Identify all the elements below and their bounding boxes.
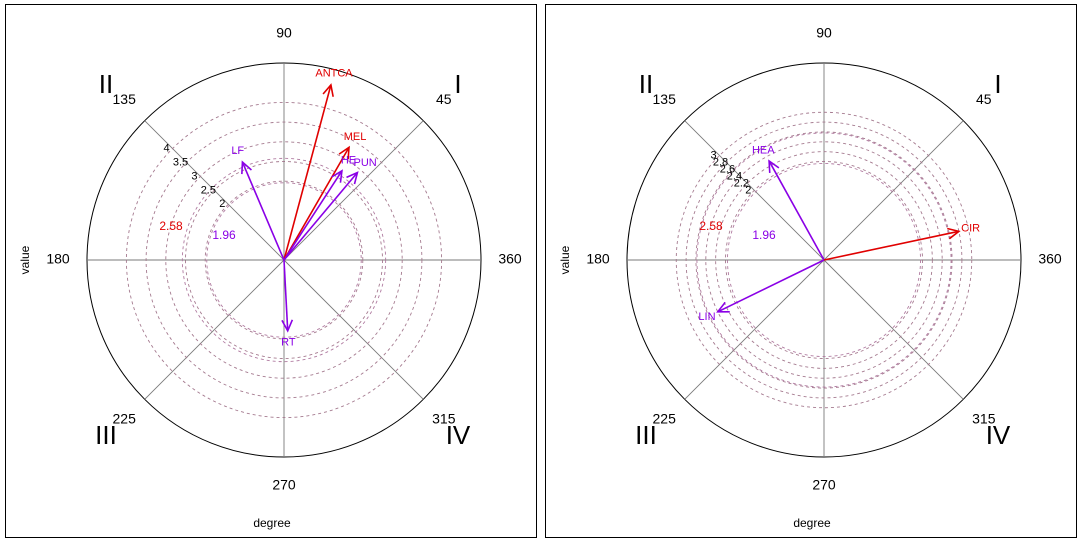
- quadrant-label: III: [95, 420, 117, 450]
- circle-value-label: 2.6: [720, 163, 735, 175]
- circle-value-label: 2.2: [734, 177, 749, 189]
- vector-arrow: [241, 161, 285, 261]
- quadrant-label: I: [454, 69, 461, 99]
- angle-label: 135: [113, 91, 137, 107]
- vector-label: CIR: [961, 223, 980, 235]
- dashed-circle: [695, 131, 953, 389]
- vector-arrowhead: [241, 160, 252, 175]
- quadrant-label: IV: [986, 420, 1011, 450]
- angle-label: 315: [432, 411, 456, 427]
- vector-label: PUN: [354, 157, 377, 169]
- significance-label: 1.96: [212, 228, 236, 242]
- vector-label: ANTCA: [315, 67, 353, 79]
- circle-value-label: 4: [163, 142, 169, 154]
- dashed-circle: [725, 161, 923, 359]
- dashed-circle: [185, 161, 383, 359]
- angle-label: 360: [498, 251, 522, 267]
- vector-arrowhead: [947, 227, 961, 240]
- vector-label: HE: [341, 155, 356, 167]
- vector-label: RT: [281, 337, 296, 349]
- vector-arrow: [768, 160, 825, 261]
- vector-arrowhead: [346, 171, 359, 185]
- y-axis-label: value: [558, 245, 572, 274]
- dashed-circle: [125, 101, 443, 419]
- angle-label: 315: [972, 411, 996, 427]
- vector-arrow: [283, 146, 350, 261]
- angle-label: 180: [586, 251, 610, 267]
- angle-label: 225: [113, 411, 137, 427]
- angle-label: 90: [276, 25, 292, 41]
- angle-label: 45: [976, 91, 992, 107]
- significance-circle: [727, 163, 921, 357]
- circle-value-label: 2.8: [713, 156, 728, 168]
- angle-label: 135: [653, 91, 677, 107]
- angle-label: 225: [653, 411, 677, 427]
- significance-label: 1.96: [752, 228, 776, 242]
- quadrant-label: I: [994, 69, 1001, 99]
- angle-label: 45: [436, 91, 452, 107]
- spoke-line: [283, 259, 424, 400]
- significance-label: 2.58: [699, 219, 723, 233]
- significance-circle: [696, 132, 952, 388]
- dashed-circle: [165, 141, 403, 379]
- dashed-circle: [685, 121, 963, 399]
- quadrant-label: II: [99, 69, 113, 99]
- vector-label: HEA: [752, 144, 775, 156]
- polar-chart-left: 90 45 360 315 270 225 180 135 I II III IV 4 3.5 3 2.5 2 2…: [5, 4, 537, 538]
- vector-label: MEL: [344, 131, 367, 143]
- circle-value-label: 3: [191, 170, 197, 182]
- spoke-line: [823, 259, 964, 400]
- angle-label: 90: [816, 25, 832, 41]
- vector-arrowhead: [768, 159, 780, 173]
- dashed-circle: [705, 141, 943, 379]
- vector-arrowhead: [716, 301, 730, 313]
- circle-value-label: 2.4: [727, 170, 742, 182]
- vector-arrow: [283, 171, 359, 261]
- dashed-circle: [675, 111, 973, 409]
- angle-label: 360: [1038, 251, 1062, 267]
- angle-label: 180: [46, 251, 70, 267]
- angle-label: 270: [272, 477, 296, 493]
- vector-arrow: [823, 230, 960, 261]
- y-axis-label: value: [18, 245, 32, 274]
- significance-label: 2.58: [159, 219, 183, 233]
- dashed-circle: [145, 121, 423, 399]
- angle-label: 270: [812, 477, 836, 493]
- dashed-circle: [204, 180, 364, 340]
- vector-arrow: [283, 84, 332, 261]
- vector-arrowhead: [338, 145, 350, 160]
- vector-arrowhead: [331, 169, 343, 183]
- vector-arrowhead: [281, 319, 294, 333]
- vector-arrow: [283, 259, 289, 331]
- vector-arrow: [717, 259, 825, 313]
- vector-label: LF: [231, 145, 244, 157]
- spoke-line: [144, 259, 285, 400]
- circle-value-label: 2: [219, 198, 225, 210]
- vector-arrowhead: [322, 83, 334, 97]
- x-axis-label: degree: [253, 516, 291, 530]
- spoke-line: [684, 259, 825, 400]
- circle-value-label: 2: [745, 184, 751, 196]
- significance-circle: [181, 157, 387, 363]
- circle-value-label: 3: [710, 149, 716, 161]
- quadrant-label: III: [635, 420, 657, 450]
- significance-circle: [206, 182, 362, 338]
- circle-value-label: 2.5: [201, 184, 216, 196]
- vector-label: LIN: [698, 311, 715, 323]
- x-axis-label: degree: [793, 516, 831, 530]
- quadrant-label: II: [639, 69, 653, 99]
- polar-chart-right: 90 45 360 315 270 225 180 135 I II III IV 3 2.8 2.6 2.4…: [545, 4, 1077, 538]
- circle-value-label: 3.5: [173, 156, 188, 168]
- dashed-circle: [715, 151, 933, 369]
- quadrant-label: IV: [446, 420, 471, 450]
- vector-arrow: [283, 170, 343, 261]
